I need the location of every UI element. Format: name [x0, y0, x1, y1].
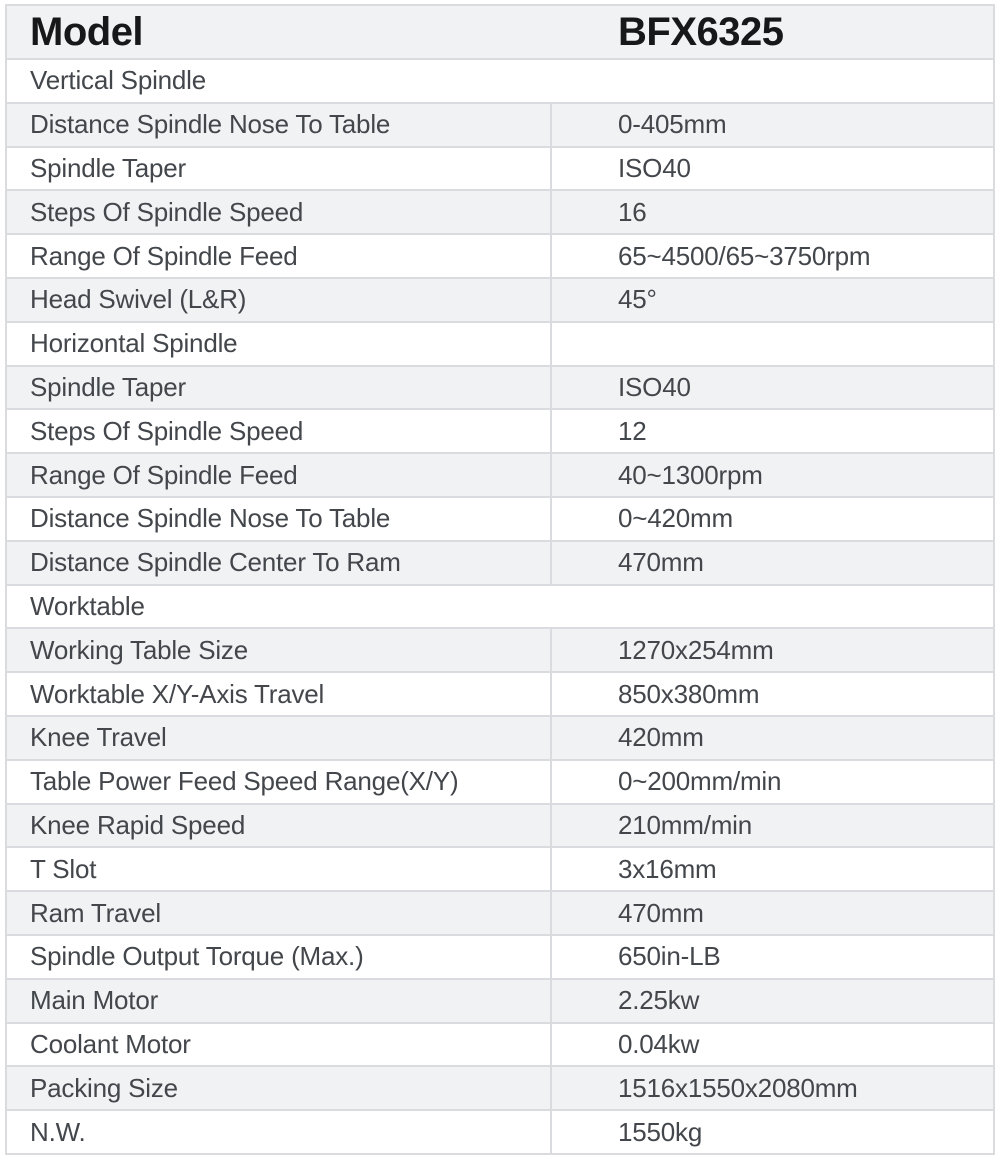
- spec-row: Steps Of Spindle Speed 12: [7, 410, 993, 455]
- spec-label: Coolant Motor: [7, 1023, 552, 1066]
- section-label: Horizontal Spindle: [7, 322, 552, 365]
- spec-label: Spindle Taper: [7, 366, 552, 409]
- spec-value: 470mm: [618, 897, 704, 928]
- spec-value: 1516x1550x2080mm: [618, 1072, 858, 1103]
- spec-value: 3x16mm: [618, 853, 717, 884]
- spec-label: Range Of Spindle Feed: [7, 454, 552, 496]
- spec-value: 0.04kw: [618, 1028, 700, 1059]
- spec-value: 0~420mm: [618, 503, 733, 534]
- spec-label: Ram Travel: [7, 892, 552, 934]
- section-row-worktable: Worktable: [7, 585, 993, 630]
- spec-label: Knee Travel: [7, 716, 552, 759]
- spec-row: Table Power Feed Speed Range(X/Y) 0~200m…: [7, 760, 993, 805]
- section-label: Vertical Spindle: [30, 65, 207, 96]
- spec-value: 16: [618, 196, 647, 227]
- spec-value: 420mm: [618, 722, 704, 753]
- spec-value: 2.25kw: [618, 985, 700, 1016]
- spec-value: 210mm/min: [618, 809, 753, 840]
- spec-row: Spindle Taper ISO40: [7, 147, 993, 192]
- machine-spec-table: Model BFX6325 Vertical Spindle Distance …: [5, 4, 995, 1155]
- spec-label: Knee Rapid Speed: [7, 804, 552, 847]
- table-header-row: Model BFX6325: [7, 6, 993, 60]
- spec-row: Steps Of Spindle Speed 16: [7, 191, 993, 236]
- spec-value: 850x380mm: [618, 678, 760, 709]
- spec-label: Steps Of Spindle Speed: [7, 410, 552, 453]
- spec-row: Distance Spindle Nose To Table 0~420mm: [7, 497, 993, 542]
- spec-row: Distance Spindle Nose To Table 0-405mm: [7, 103, 993, 148]
- section-row-horizontal-spindle: Horizontal Spindle: [7, 322, 993, 367]
- section-row-vertical-spindle: Vertical Spindle: [7, 60, 993, 104]
- spec-row: N.W. 1550kg: [7, 1111, 993, 1153]
- spec-row: Head Swivel (L&R) 45°: [7, 278, 993, 323]
- spec-label: Distance Spindle Nose To Table: [7, 103, 552, 146]
- spec-label: N.W.: [7, 1111, 552, 1153]
- spec-label: Worktable X/Y-Axis Travel: [7, 673, 552, 715]
- spec-label: Range Of Spindle Feed: [7, 235, 552, 277]
- spec-row: Ram Travel 470mm: [7, 892, 993, 936]
- spec-label: Steps Of Spindle Speed: [7, 191, 552, 234]
- spec-value: 12: [618, 415, 647, 446]
- spec-row: Range Of Spindle Feed 40~1300rpm: [7, 454, 993, 498]
- spec-row: Worktable X/Y-Axis Travel 850x380mm: [7, 673, 993, 717]
- model-header-value: BFX6325: [618, 9, 784, 54]
- spec-value: 0~200mm/min: [618, 766, 782, 797]
- spec-label: T Slot: [7, 848, 552, 891]
- spec-row: Spindle Taper ISO40: [7, 366, 993, 411]
- section-label: Worktable: [30, 590, 145, 621]
- spec-label: Distance Spindle Center To Ram: [7, 541, 552, 584]
- spec-label: Spindle Taper: [7, 147, 552, 190]
- spec-label: Packing Size: [7, 1067, 552, 1110]
- spec-row: Range Of Spindle Feed 65~4500/65~3750rpm: [7, 235, 993, 279]
- spec-row: Packing Size 1516x1550x2080mm: [7, 1067, 993, 1112]
- spec-label: Table Power Feed Speed Range(X/Y): [7, 760, 552, 803]
- spec-row: Coolant Motor 0.04kw: [7, 1023, 993, 1068]
- spec-row: Working Table Size 1270x254mm: [7, 629, 993, 674]
- spec-value: 45°: [618, 284, 657, 315]
- spec-row: Spindle Output Torque (Max.) 650in-LB: [7, 935, 993, 980]
- spec-value: 40~1300rpm: [618, 459, 763, 490]
- spec-row: Distance Spindle Center To Ram 470mm: [7, 541, 993, 586]
- model-header-label: Model: [30, 9, 144, 54]
- spec-row: Main Motor 2.25kw: [7, 979, 993, 1024]
- spec-label: Main Motor: [7, 979, 552, 1022]
- spec-value: 1550kg: [618, 1116, 703, 1147]
- spec-label: Working Table Size: [7, 629, 552, 672]
- spec-value-empty: [552, 323, 993, 365]
- spec-value: 1270x254mm: [618, 634, 774, 665]
- spec-label: Head Swivel (L&R): [7, 278, 552, 321]
- spec-label: Distance Spindle Nose To Table: [7, 497, 552, 540]
- spec-value: 0-405mm: [618, 109, 727, 140]
- spec-row: T Slot 3x16mm: [7, 848, 993, 893]
- spec-value: ISO40: [618, 371, 691, 402]
- spec-value: ISO40: [618, 152, 691, 183]
- spec-value: 470mm: [618, 547, 704, 578]
- spec-row: Knee Rapid Speed 210mm/min: [7, 804, 993, 849]
- spec-value: 650in-LB: [618, 941, 721, 972]
- spec-label: Spindle Output Torque (Max.): [7, 935, 552, 978]
- spec-row: Knee Travel 420mm: [7, 716, 993, 761]
- spec-value: 65~4500/65~3750rpm: [618, 240, 871, 271]
